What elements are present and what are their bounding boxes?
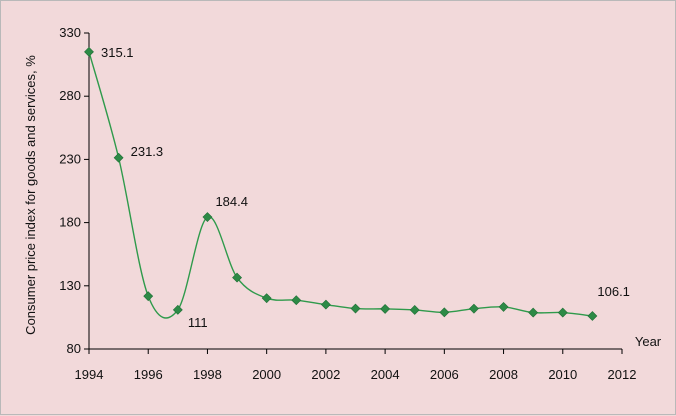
y-tick-label: 280 — [59, 88, 81, 103]
y-tick-label: 330 — [59, 25, 81, 40]
y-tick-label: 130 — [59, 278, 81, 293]
x-tick-label: 1998 — [193, 367, 222, 382]
data-point-marker — [350, 303, 361, 314]
data-point-marker — [261, 293, 272, 304]
y-tick-label: 180 — [59, 215, 81, 230]
data-label: 315.1 — [101, 45, 134, 60]
x-tick-label: 1994 — [75, 367, 104, 382]
data-point-marker — [143, 291, 154, 302]
data-point-marker — [172, 304, 183, 315]
x-tick-label: 2006 — [430, 367, 459, 382]
data-point-marker — [320, 299, 331, 310]
series-line — [88, 51, 593, 319]
x-tick-label: 2012 — [608, 367, 637, 382]
data-point-marker — [113, 152, 124, 163]
y-axis-label: Consumer price index for goods and servi… — [23, 55, 38, 335]
data-point-marker — [380, 304, 391, 314]
x-tick-label: 2010 — [548, 367, 577, 382]
data-point-marker — [557, 307, 568, 318]
data-point-marker — [202, 212, 213, 222]
data-point-marker — [498, 301, 509, 312]
x-axis-label: Year — [635, 334, 662, 349]
data-point-marker — [84, 46, 94, 57]
data-point-marker — [528, 307, 539, 318]
data-label: 231.3 — [131, 144, 164, 159]
data-point-marker — [439, 307, 450, 318]
y-tick-label: 230 — [59, 151, 81, 166]
x-tick-label: 2008 — [489, 367, 518, 382]
data-point-marker — [409, 305, 420, 315]
x-tick-label: 2000 — [252, 367, 281, 382]
data-point-marker — [291, 295, 302, 306]
data-point-marker — [587, 311, 598, 321]
y-tick-label: 80 — [67, 341, 81, 356]
data-label: 111 — [188, 315, 208, 330]
x-tick-label: 1996 — [134, 367, 163, 382]
data-point-marker — [232, 272, 242, 283]
data-point-marker — [469, 303, 479, 314]
data-label: 106.1 — [597, 284, 630, 299]
plot-area: 80 130 180 230 280 330 1994 1996 1998 2000 2002 200… — [59, 25, 636, 382]
x-tick-label: 2004 — [371, 367, 400, 382]
x-tick-label: 2002 — [311, 367, 340, 382]
data-label: 184.4 — [215, 194, 248, 209]
